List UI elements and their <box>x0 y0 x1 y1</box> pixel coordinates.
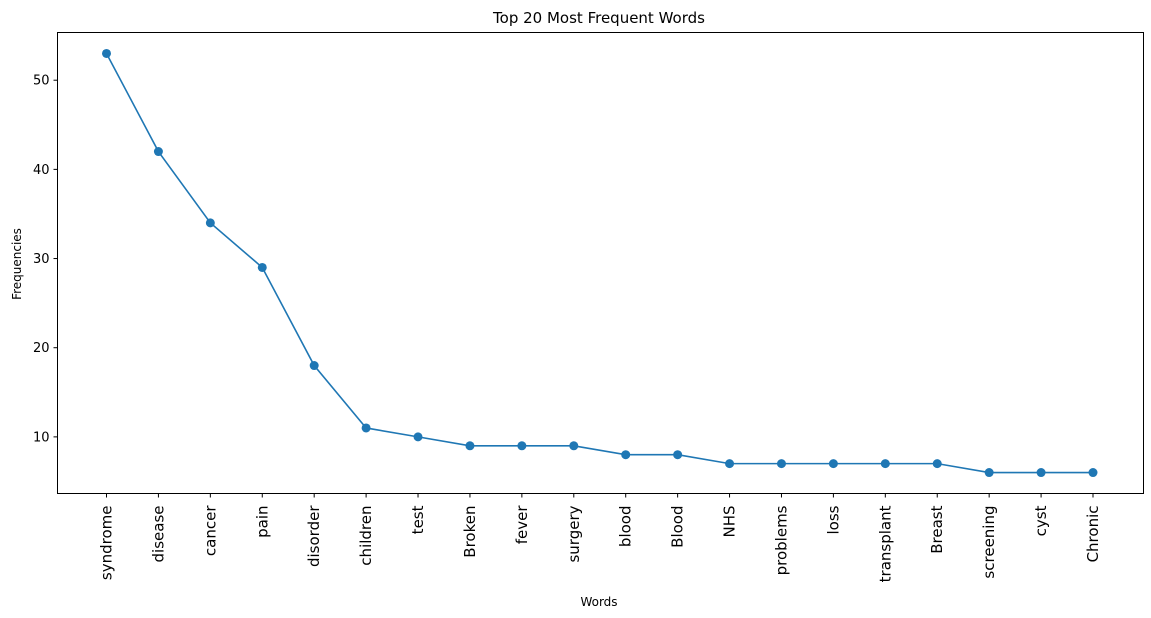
data-point <box>932 459 942 469</box>
plot-frame <box>57 32 1144 494</box>
y-tick-label: 40 <box>33 163 50 178</box>
data-point <box>776 459 786 469</box>
series-line <box>105 53 1093 474</box>
y-tick-label: 10 <box>33 430 50 445</box>
data-point <box>725 459 735 469</box>
chart-title: Top 20 Most Frequent Words <box>492 9 705 27</box>
data-point <box>153 147 163 157</box>
x-tick-label: disorder <box>305 505 323 567</box>
data-point <box>621 450 631 460</box>
x-tick-label: fever <box>513 505 531 545</box>
data-point <box>257 262 267 272</box>
x-tick-label: syndrome <box>98 506 116 581</box>
x-tick-label: Breast <box>928 505 946 553</box>
data-point <box>517 441 527 451</box>
data-point <box>880 459 890 469</box>
data-point <box>1088 468 1098 478</box>
data-point <box>205 218 215 228</box>
x-tick-label: cancer <box>201 505 219 556</box>
x-tick-label: blood <box>617 506 635 548</box>
y-tick-label: 30 <box>33 252 50 267</box>
data-point <box>569 441 579 451</box>
x-tick-label: loss <box>824 505 842 534</box>
x-tick-label: children <box>357 506 375 566</box>
data-point <box>309 361 319 371</box>
x-tick-label: Chronic <box>1084 506 1102 563</box>
x-tick-label: screening <box>980 506 998 579</box>
data-point <box>1036 468 1046 478</box>
data-point <box>465 441 475 451</box>
data-point <box>413 432 423 442</box>
x-tick-label: test <box>409 505 427 534</box>
x-tick-label: pain <box>253 506 271 538</box>
data-point <box>984 468 994 478</box>
y-axis: 10 20 30 40 50 <box>33 74 58 445</box>
x-tick-label: cyst <box>1032 505 1050 536</box>
x-tick-label: disease <box>149 506 167 563</box>
x-axis: syndrome disease cancer pain disorder childre… <box>98 493 1102 582</box>
x-tick-label: surgery <box>565 505 583 562</box>
x-tick-label: transplant <box>876 505 894 582</box>
x-tick-label: problems <box>772 505 790 575</box>
data-point <box>102 48 111 58</box>
y-axis-label: Frequencies <box>10 228 24 300</box>
x-tick-label: NHS <box>721 506 739 538</box>
x-tick-label: Broken <box>461 506 479 558</box>
y-tick-label: 50 <box>33 74 50 89</box>
data-points <box>102 48 1098 478</box>
x-tick-label: Blood <box>669 506 687 548</box>
y-tick-label: 20 <box>33 341 50 356</box>
data-point <box>673 450 683 460</box>
data-point <box>828 459 838 469</box>
data-point <box>361 423 371 433</box>
x-axis-label: Words <box>580 595 617 609</box>
